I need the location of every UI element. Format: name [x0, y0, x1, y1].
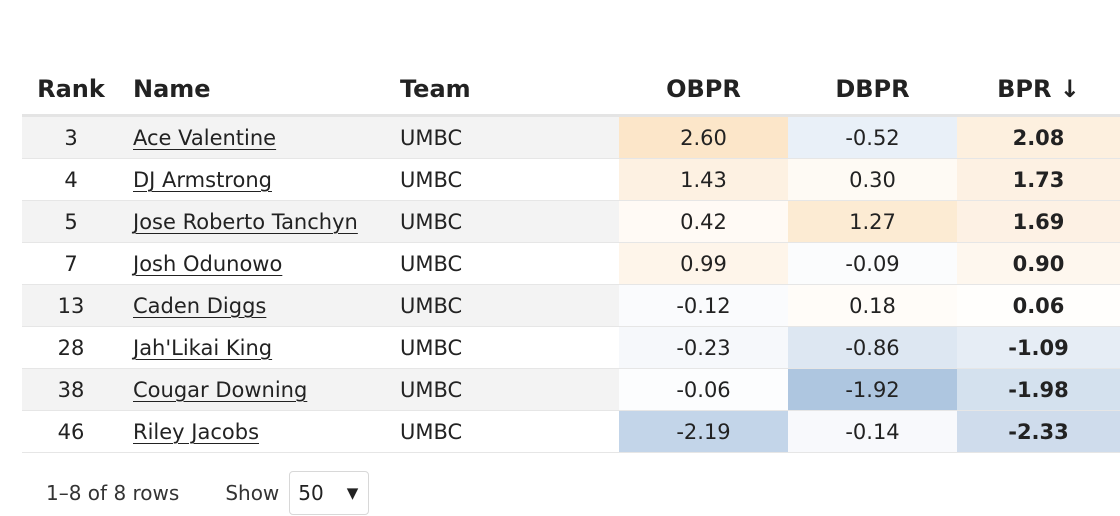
column-header-name[interactable]: Name — [120, 64, 387, 117]
player-name-link[interactable]: Ace Valentine — [133, 125, 277, 150]
name-cell: Caden Diggs — [120, 284, 387, 327]
team-cell: UMBC — [387, 410, 619, 453]
obpr-cell: -0.06 — [619, 368, 788, 411]
player-name-link[interactable]: Riley Jacobs — [133, 419, 260, 444]
player-name-link[interactable]: Jose Roberto Tanchyn — [133, 209, 358, 234]
table-row: 38 Cougar Downing UMBC -0.06 -1.92 -1.98 — [22, 368, 1120, 411]
rank-cell: 13 — [22, 284, 120, 327]
table-header: Rank Name Team OBPR DBPR BPR ↓ — [22, 64, 1120, 117]
team-cell: UMBC — [387, 200, 619, 243]
table-row: 5 Jose Roberto Tanchyn UMBC 0.42 1.27 1.69 — [22, 200, 1120, 243]
rank-cell: 5 — [22, 200, 120, 243]
bpr-cell: 1.73 — [957, 158, 1120, 201]
player-name-link[interactable]: Cougar Downing — [133, 377, 308, 402]
bpr-cell: -1.09 — [957, 326, 1120, 369]
player-stats-table: Rank Name Team OBPR DBPR BPR ↓ 3 Ace Vale… — [22, 64, 1120, 453]
player-name-link[interactable]: Josh Odunowo — [133, 251, 283, 276]
bpr-cell: 0.90 — [957, 242, 1120, 285]
table-row: 28 Jah'Likai King UMBC -0.23 -0.86 -1.09 — [22, 326, 1120, 369]
dbpr-cell: 0.18 — [788, 284, 957, 327]
dbpr-cell: 1.27 — [788, 200, 957, 243]
name-cell: Jose Roberto Tanchyn — [120, 200, 387, 243]
team-cell: UMBC — [387, 284, 619, 327]
rank-cell: 28 — [22, 326, 120, 369]
table-footer: 1–8 of 8 rows Show 50 ▼ — [46, 470, 370, 516]
bpr-cell: -1.98 — [957, 368, 1120, 411]
dbpr-cell: -0.52 — [788, 115, 957, 159]
player-name-link[interactable]: Caden Diggs — [133, 293, 267, 318]
bpr-cell: 1.69 — [957, 200, 1120, 243]
obpr-cell: -2.19 — [619, 410, 788, 453]
table-row: 7 Josh Odunowo UMBC 0.99 -0.09 0.90 — [22, 242, 1120, 285]
obpr-cell: -0.12 — [619, 284, 788, 327]
column-header-obpr[interactable]: OBPR — [619, 64, 788, 117]
name-cell: Josh Odunowo — [120, 242, 387, 285]
obpr-cell: 2.60 — [619, 115, 788, 159]
name-cell: Cougar Downing — [120, 368, 387, 411]
table-body: 3 Ace Valentine UMBC 2.60 -0.52 2.08 4 DJ Armst… — [22, 115, 1120, 453]
dbpr-cell: -0.09 — [788, 242, 957, 285]
obpr-cell: 0.42 — [619, 200, 788, 243]
name-cell: Jah'Likai King — [120, 326, 387, 369]
name-cell: Ace Valentine — [120, 115, 387, 159]
dbpr-cell: -0.14 — [788, 410, 957, 453]
header-row: Rank Name Team OBPR DBPR BPR ↓ — [22, 64, 1120, 117]
team-cell: UMBC — [387, 158, 619, 201]
column-header-rank[interactable]: Rank — [22, 64, 120, 117]
table-row: 4 DJ Armstrong UMBC 1.43 0.30 1.73 — [22, 158, 1120, 201]
page-size-label: Show — [225, 481, 280, 505]
team-cell: UMBC — [387, 326, 619, 369]
bpr-cell: 2.08 — [957, 115, 1120, 159]
table-row: 3 Ace Valentine UMBC 2.60 -0.52 2.08 — [22, 115, 1120, 159]
name-cell: Riley Jacobs — [120, 410, 387, 453]
rank-cell: 4 — [22, 158, 120, 201]
chevron-down-icon: ▼ — [346, 484, 359, 502]
name-cell: DJ Armstrong — [120, 158, 387, 201]
column-header-team[interactable]: Team — [387, 64, 619, 117]
rank-cell: 46 — [22, 410, 120, 453]
team-cell: UMBC — [387, 368, 619, 411]
team-cell: UMBC — [387, 242, 619, 285]
dbpr-cell: -0.86 — [788, 326, 957, 369]
page-size-value: 50 — [298, 481, 324, 505]
column-header-bpr-sorted[interactable]: BPR ↓ — [957, 64, 1120, 117]
obpr-cell: 0.99 — [619, 242, 788, 285]
bpr-cell: 0.06 — [957, 284, 1120, 327]
team-cell: UMBC — [387, 115, 619, 159]
player-name-link[interactable]: DJ Armstrong — [133, 167, 272, 192]
rank-cell: 3 — [22, 115, 120, 159]
column-header-dbpr[interactable]: DBPR — [788, 64, 957, 117]
dbpr-cell: 0.30 — [788, 158, 957, 201]
obpr-cell: -0.23 — [619, 326, 788, 369]
page-size-select[interactable]: 50 ▼ — [289, 471, 370, 515]
stats-table-container: Rank Name Team OBPR DBPR BPR ↓ 3 Ace Vale… — [22, 64, 1120, 453]
rows-count-label: 1–8 of 8 rows — [46, 481, 180, 505]
obpr-cell: 1.43 — [619, 158, 788, 201]
player-name-link[interactable]: Jah'Likai King — [133, 335, 273, 360]
rank-cell: 7 — [22, 242, 120, 285]
table-row: 46 Riley Jacobs UMBC -2.19 -0.14 -2.33 — [22, 410, 1120, 453]
dbpr-cell: -1.92 — [788, 368, 957, 411]
bpr-cell: -2.33 — [957, 410, 1120, 453]
table-row: 13 Caden Diggs UMBC -0.12 0.18 0.06 — [22, 284, 1120, 327]
rank-cell: 38 — [22, 368, 120, 411]
